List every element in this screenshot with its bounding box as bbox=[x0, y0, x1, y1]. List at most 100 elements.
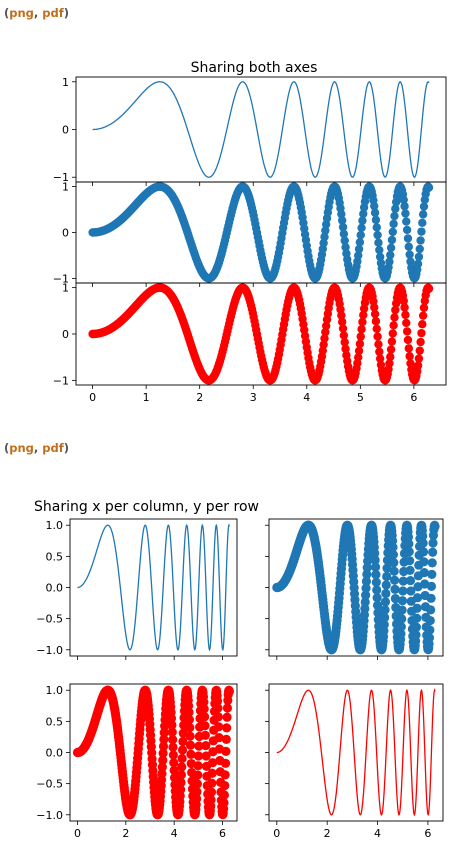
data-point bbox=[380, 605, 390, 615]
subplot-top-left: 1.0 0.5 0.0 −0.5 −1.0 bbox=[36, 518, 238, 660]
data-point bbox=[426, 581, 437, 591]
paren-close: ) bbox=[63, 441, 70, 455]
x-tick-label: 0 bbox=[74, 827, 81, 840]
x-tick-label: 2 bbox=[122, 827, 129, 840]
axes-frame bbox=[75, 76, 447, 183]
data-area bbox=[92, 80, 430, 179]
data-point bbox=[184, 707, 194, 717]
pdf-link[interactable]: pdf bbox=[42, 6, 64, 20]
data-point bbox=[201, 751, 211, 761]
data-point bbox=[356, 332, 365, 341]
data-point bbox=[390, 313, 399, 322]
data-point bbox=[412, 603, 422, 613]
data-point bbox=[357, 325, 366, 334]
y-tick-label: −0.5 bbox=[36, 778, 63, 791]
data-point bbox=[426, 605, 436, 615]
data-point bbox=[370, 555, 380, 565]
data-point bbox=[418, 218, 427, 228]
data-point bbox=[419, 568, 429, 578]
data-point bbox=[430, 521, 440, 532]
data-point bbox=[425, 615, 435, 626]
data-point bbox=[387, 337, 397, 346]
data-point bbox=[213, 703, 223, 713]
series-line bbox=[276, 688, 436, 817]
data-point bbox=[321, 321, 331, 331]
data-point bbox=[424, 284, 434, 293]
data-point bbox=[427, 569, 437, 579]
data-point bbox=[337, 209, 346, 219]
data-point bbox=[199, 697, 209, 707]
data-point bbox=[169, 758, 179, 768]
data-point bbox=[338, 222, 348, 232]
png-link[interactable]: png bbox=[9, 441, 34, 455]
data-point bbox=[401, 209, 410, 218]
y-tick-label: 0.5 bbox=[46, 550, 64, 563]
data-point bbox=[213, 712, 223, 722]
data-point bbox=[176, 770, 186, 780]
data-point bbox=[169, 765, 179, 775]
data-point bbox=[386, 243, 396, 253]
data-point bbox=[184, 714, 194, 725]
data-point bbox=[321, 327, 330, 337]
data-point bbox=[354, 251, 363, 260]
data-point bbox=[158, 741, 169, 751]
data-point bbox=[375, 252, 385, 262]
data-point bbox=[166, 713, 177, 724]
data-point bbox=[358, 317, 367, 327]
pdf-link[interactable]: pdf bbox=[42, 441, 64, 455]
data-point bbox=[416, 337, 425, 347]
data-point bbox=[402, 217, 411, 226]
data-point bbox=[411, 622, 421, 632]
y-tick-label: −1.0 bbox=[36, 644, 63, 657]
data-area bbox=[272, 520, 440, 655]
png-link[interactable]: png bbox=[9, 6, 34, 20]
data-point bbox=[185, 740, 196, 750]
series-line bbox=[92, 80, 430, 179]
data-point bbox=[388, 549, 398, 560]
data-area bbox=[276, 688, 436, 817]
data-point bbox=[208, 758, 218, 768]
data-point bbox=[411, 630, 421, 640]
x-tick-label: 2 bbox=[196, 391, 203, 404]
data-point bbox=[373, 332, 382, 341]
data-point bbox=[360, 603, 370, 614]
data-point bbox=[428, 547, 438, 557]
data-point bbox=[356, 230, 365, 240]
data-point bbox=[185, 731, 195, 741]
paren-open: ( bbox=[4, 441, 10, 455]
data-point bbox=[178, 728, 188, 738]
data-point bbox=[399, 296, 408, 306]
data-point bbox=[385, 257, 394, 266]
data-point bbox=[403, 335, 413, 345]
y-tick-label: 0.0 bbox=[46, 582, 64, 595]
data-point bbox=[220, 780, 230, 791]
data-point bbox=[386, 250, 395, 260]
data-point bbox=[417, 328, 426, 338]
data-point bbox=[176, 784, 186, 795]
data-point bbox=[224, 686, 234, 697]
data-point bbox=[321, 226, 330, 235]
data-point bbox=[200, 730, 210, 740]
paren-close: ) bbox=[63, 6, 70, 20]
data-point bbox=[398, 586, 408, 596]
data-point bbox=[167, 720, 177, 730]
data-point bbox=[359, 209, 368, 219]
data-point bbox=[398, 576, 408, 586]
data-point bbox=[193, 770, 203, 780]
data-point bbox=[389, 575, 400, 585]
data-point bbox=[341, 243, 350, 252]
y-tick-label: −0.5 bbox=[36, 613, 63, 626]
data-point bbox=[220, 770, 230, 780]
x-tick-label: 6 bbox=[410, 391, 417, 404]
data-point bbox=[389, 558, 399, 568]
data-point bbox=[418, 311, 428, 320]
data-point bbox=[168, 750, 178, 760]
x-tick-label: 6 bbox=[219, 827, 226, 840]
data-point bbox=[186, 749, 196, 759]
y-tick-label: 0.0 bbox=[46, 747, 64, 760]
data-point bbox=[375, 245, 384, 255]
data-point bbox=[177, 762, 187, 772]
data-point bbox=[406, 359, 415, 368]
data-point bbox=[424, 633, 435, 643]
data-point bbox=[370, 303, 379, 312]
